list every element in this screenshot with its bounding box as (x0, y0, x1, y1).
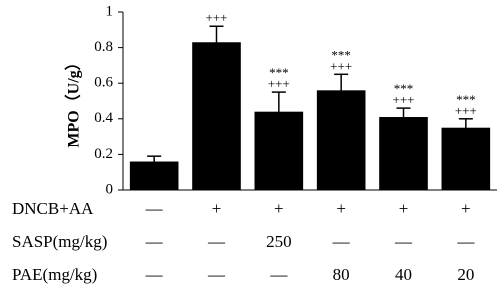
table-cell: 250 (266, 232, 292, 251)
annotation: +++ (206, 10, 228, 25)
table-cell: 80 (333, 265, 350, 284)
table-cell: — (145, 265, 164, 284)
row-label: SASP(mg/kg) (12, 232, 107, 251)
bar (316, 90, 366, 190)
table-cell: — (145, 232, 164, 251)
table-cell: — (332, 232, 351, 251)
annotation: *** (456, 92, 476, 107)
annotation: *** (394, 81, 414, 96)
table-cell: + (336, 199, 346, 218)
y-tick-label: 0.2 (94, 146, 113, 162)
annotation: +++ (455, 103, 477, 118)
y-tick-label: 0 (106, 181, 114, 197)
row-label: DNCB+AA (12, 199, 94, 218)
y-tick-label: 0.4 (94, 110, 113, 126)
table-cell: — (394, 232, 413, 251)
table-cell: 20 (457, 265, 474, 284)
row-label: PAE(mg/kg) (12, 265, 97, 284)
y-tick-label: 0.8 (94, 39, 113, 55)
table-cell: 40 (395, 265, 412, 284)
table-cell: — (269, 265, 288, 284)
annotation: +++ (330, 58, 352, 73)
table-cell: + (399, 199, 409, 218)
table-cell: + (274, 199, 284, 218)
annotation: *** (269, 65, 289, 80)
annotation: +++ (393, 92, 415, 107)
table-cell: — (207, 232, 226, 251)
annotation: *** (331, 47, 351, 62)
table-cell: + (212, 199, 222, 218)
bar (192, 42, 241, 191)
annotation: +++ (268, 76, 290, 91)
table-cell: — (145, 199, 164, 218)
table-cell: — (456, 232, 475, 251)
y-axis-label: MPO（U/g） (65, 54, 83, 147)
bar (379, 117, 428, 190)
table-cell: + (461, 199, 471, 218)
table-cell: — (207, 265, 226, 284)
y-tick-label: 0.6 (94, 75, 113, 91)
y-tick-label: 1 (106, 3, 114, 19)
bar (441, 127, 491, 190)
